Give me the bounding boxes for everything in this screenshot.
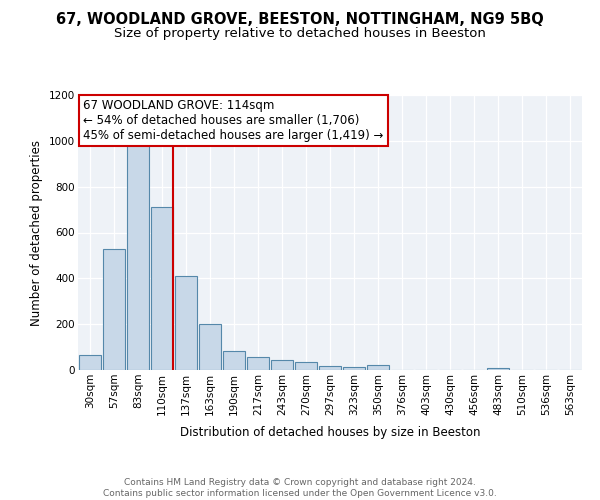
Bar	[151, 208, 173, 370]
Text: 67, WOODLAND GROVE, BEESTON, NOTTINGHAM, NG9 5BQ: 67, WOODLAND GROVE, BEESTON, NOTTINGHAM,…	[56, 12, 544, 28]
Bar	[103, 248, 125, 370]
Bar	[319, 366, 341, 370]
Text: Size of property relative to detached houses in Beeston: Size of property relative to detached ho…	[114, 28, 486, 40]
Text: 67 WOODLAND GROVE: 114sqm
← 54% of detached houses are smaller (1,706)
45% of se: 67 WOODLAND GROVE: 114sqm ← 54% of detac…	[83, 99, 383, 142]
Bar	[127, 141, 149, 370]
Bar	[367, 366, 389, 370]
Bar	[199, 324, 221, 370]
Bar	[343, 366, 365, 370]
Bar	[487, 368, 509, 370]
Text: Contains HM Land Registry data © Crown copyright and database right 2024.
Contai: Contains HM Land Registry data © Crown c…	[103, 478, 497, 498]
Bar	[271, 360, 293, 370]
Y-axis label: Number of detached properties: Number of detached properties	[31, 140, 43, 326]
Bar	[247, 358, 269, 370]
Bar	[79, 355, 101, 370]
Bar	[295, 362, 317, 370]
Bar	[223, 350, 245, 370]
Text: Distribution of detached houses by size in Beeston: Distribution of detached houses by size …	[180, 426, 480, 439]
Bar	[175, 276, 197, 370]
